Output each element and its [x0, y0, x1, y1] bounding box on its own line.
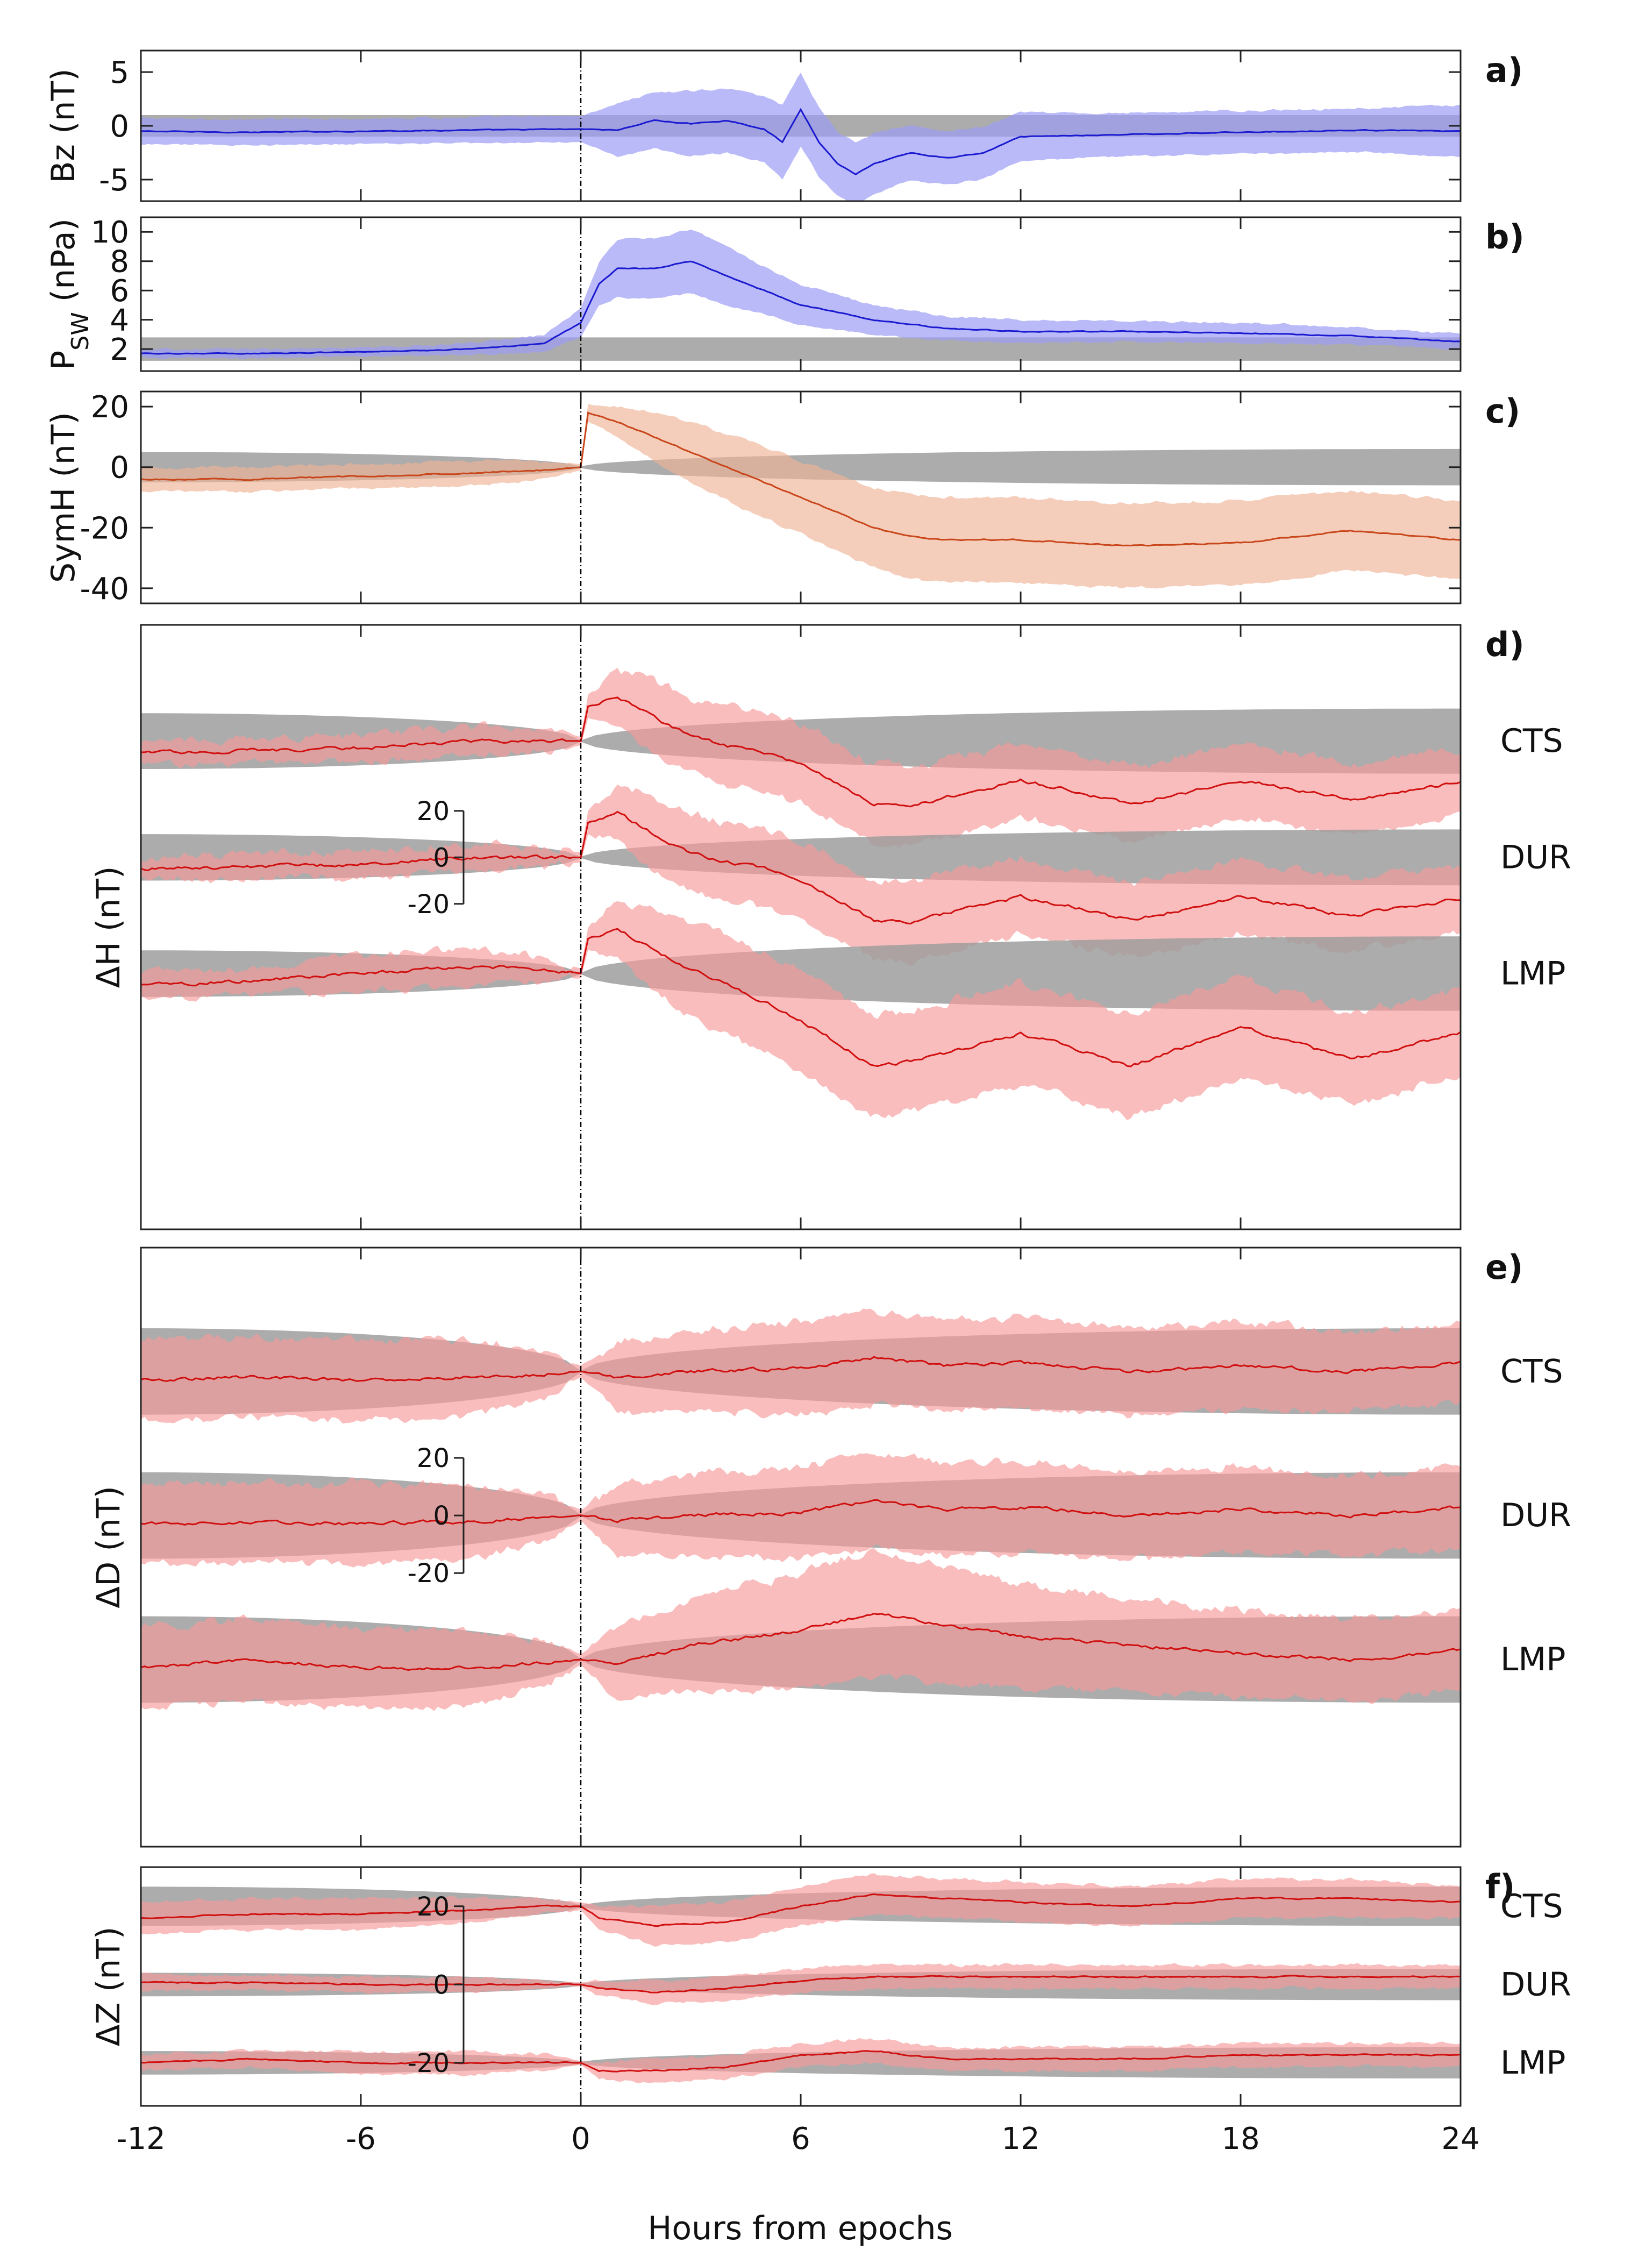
y-tick-label-c: -20	[80, 511, 129, 546]
x-tick-label: 12	[1001, 2121, 1039, 2156]
d-lmp-median-line	[141, 928, 1461, 1067]
c-symh-spread-band	[141, 403, 1461, 589]
scale-bar-label-d: 0	[433, 843, 450, 873]
y-tick-label-b: 2	[110, 332, 129, 367]
d-dur-median-line	[141, 810, 1461, 925]
x-tick-label: 6	[791, 2121, 810, 2156]
y-axis-label-f: ΔZ (nT)	[90, 1927, 127, 2047]
station-label-lmp: LMP	[1500, 2044, 1565, 2082]
e-cts-spread-band	[141, 1308, 1461, 1424]
f-cts-median-line	[141, 1893, 1461, 1927]
y-axis-label-c: SymH (nT)	[45, 412, 82, 583]
station-label-lmp: LMP	[1500, 1641, 1565, 1678]
e-lmp-spread-band	[141, 1548, 1461, 1711]
f-cts-spread-band	[141, 1873, 1461, 1947]
y-axis-label-d: ΔH (nT)	[90, 866, 127, 988]
station-label-dur: DUR	[1500, 838, 1571, 876]
y-tick-label-b: 10	[91, 215, 129, 250]
panel-c-plot	[141, 403, 1461, 589]
station-label-cts: CTS	[1500, 722, 1563, 760]
panel-c: -40 -20 0 20 SymH (nT) c)	[45, 390, 1520, 607]
panel-e: CTS DUR LMP 20 0 -20 ΔD (nT) e)	[90, 1247, 1571, 1848]
y-tick-label-b: 8	[110, 245, 129, 280]
scale-bar-label-d: -20	[408, 889, 450, 920]
station-label-lmp: LMP	[1500, 955, 1565, 992]
panel-letter-a: a)	[1485, 51, 1523, 90]
panel-a: -5 0 5 Bz (nT) a)	[45, 49, 1523, 202]
y-tick-label-b: 4	[110, 303, 129, 338]
panel-letter-f: f)	[1485, 1867, 1515, 1906]
y-tick-label-a: 0	[110, 109, 129, 144]
x-tick-label: 24	[1441, 2121, 1479, 2156]
f-dur-spread-band	[141, 1963, 1461, 2005]
station-label-cts: CTS	[1500, 1352, 1563, 1390]
a-bz-median-line	[141, 108, 1461, 176]
scale-bar-label-f: 20	[417, 1892, 450, 1922]
y-tick-label-b: 6	[110, 274, 129, 309]
scale-bar-label-e: 0	[433, 1501, 450, 1531]
scale-bar-label-d: 20	[417, 796, 450, 827]
station-label-dur: DUR	[1500, 1497, 1571, 1534]
f-lmp-spread-band	[141, 2038, 1461, 2083]
panel-a-plot	[141, 73, 1461, 201]
x-tick-label: -12	[116, 2121, 165, 2156]
y-axis-label-a: Bz (nT)	[45, 68, 82, 183]
b-psw-median-line	[141, 260, 1461, 355]
x-axis-label: Hours from epochs	[647, 2210, 953, 2247]
scale-bar-label-e: -20	[408, 1558, 450, 1589]
x-tick-label: -6	[346, 2121, 376, 2156]
station-label-dur: DUR	[1500, 1966, 1571, 2003]
b-psw-spread-band	[141, 229, 1461, 359]
e-dur-median-line	[141, 1499, 1461, 1526]
f-lmp-median-line	[141, 2050, 1461, 2073]
panel-letter-b: b)	[1485, 217, 1525, 257]
c-symh-median-line	[141, 411, 1461, 547]
y-tick-label-c: 20	[91, 390, 129, 425]
panel-b-plot	[141, 229, 1461, 361]
y-axis-label-b: PSW (nPa)	[45, 218, 94, 370]
station-label-cts: CTS	[1500, 1888, 1563, 1925]
panel-e-plot	[141, 1308, 1461, 1711]
y-tick-label-a: -5	[99, 163, 129, 198]
panel-f: CTS DUR LMP -12 -6 0 6 12 18 24 20 0 -20 ΔZ (nT) f)	[90, 1866, 1571, 2156]
x-tick-label: 0	[571, 2121, 590, 2156]
d-dur-spread-band	[141, 784, 1461, 966]
e-dur-spread-band	[141, 1453, 1461, 1568]
panel-letter-c: c)	[1485, 391, 1520, 431]
y-tick-label-a: 5	[110, 55, 129, 90]
f-dur-median-line	[141, 1975, 1461, 1993]
panel-letter-e: e)	[1485, 1248, 1523, 1287]
panel-d-plot	[141, 667, 1461, 1121]
e-cts-median-line	[141, 1356, 1461, 1382]
panel-letter-d: d)	[1485, 625, 1525, 664]
d-cts-median-line	[141, 696, 1461, 808]
y-axis-label-e: ΔD (nT)	[90, 1486, 127, 1608]
x-tick-label: 18	[1221, 2121, 1259, 2156]
panel-f-plot	[141, 1873, 1461, 2083]
scale-bar-label-f: 0	[433, 1970, 450, 2000]
scale-bar-label-e: 20	[417, 1443, 450, 1473]
panel-d: CTS DUR LMP 20 0 -20 ΔH (nT) d)	[90, 624, 1571, 1230]
y-tick-label-c: 0	[110, 451, 129, 486]
scale-bar-label-f: -20	[408, 2048, 450, 2078]
y-tick-label-c: -40	[80, 572, 129, 607]
a-bz-spread-band	[141, 73, 1461, 201]
e-lmp-median-line	[141, 1613, 1461, 1671]
